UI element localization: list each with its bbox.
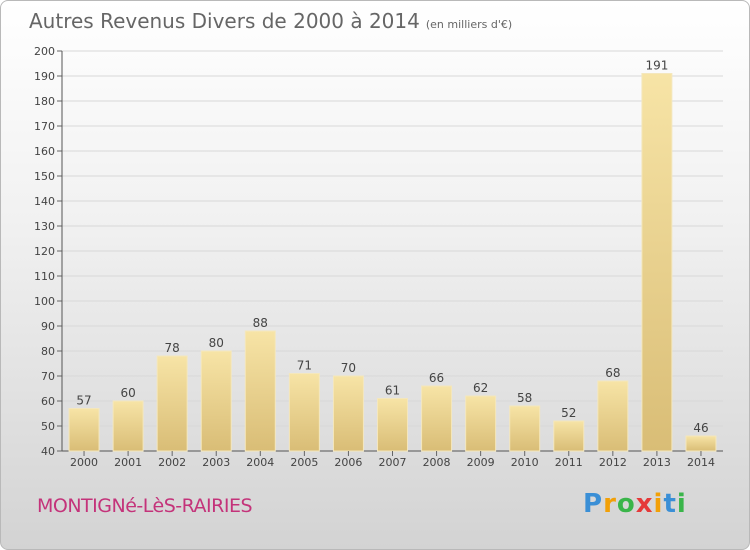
x-tick-label-2005: 2005 — [290, 456, 318, 469]
bar-2003 — [200, 350, 232, 452]
logo-letter: i — [676, 489, 687, 519]
data-label-2005: 71 — [297, 359, 312, 373]
data-label-2000: 57 — [76, 394, 91, 408]
x-tick-label-2008: 2008 — [423, 456, 451, 469]
bar-2014 — [685, 435, 717, 452]
bar-2001 — [112, 400, 144, 452]
y-tick-label: 150 — [34, 170, 55, 183]
y-tick-label: 70 — [41, 370, 55, 383]
y-tick-label: 40 — [41, 445, 55, 458]
y-tick-label: 80 — [41, 345, 55, 358]
y-tick-label: 90 — [41, 320, 55, 333]
y-tick-label: 140 — [34, 195, 55, 208]
commune-name: MONTIGNé-LèS-RAIRIES — [37, 495, 253, 517]
proxiti-logo: Proxiti — [583, 489, 687, 519]
logo-letter: t — [663, 489, 677, 519]
data-label-2006: 70 — [341, 361, 356, 375]
y-tick-label: 180 — [34, 95, 55, 108]
x-tick-label-2013: 2013 — [643, 456, 671, 469]
bar-2013 — [641, 73, 673, 452]
x-tick-label-2000: 2000 — [70, 456, 98, 469]
y-tick-label: 170 — [34, 120, 55, 133]
y-tick-label: 110 — [34, 270, 55, 283]
bar-2012 — [597, 380, 629, 452]
x-tick-label-2014: 2014 — [687, 456, 715, 469]
data-label-2004: 88 — [253, 316, 268, 330]
bar-2000 — [68, 408, 100, 452]
unit-label: (en milliers d'€) — [425, 18, 513, 31]
bar-2005 — [288, 373, 320, 452]
title-text: Autres Revenus Divers de 2000 à 2014 — [29, 9, 420, 33]
data-label-2011: 52 — [561, 406, 576, 420]
y-tick-label: 190 — [34, 70, 55, 83]
data-label-2003: 80 — [209, 336, 224, 350]
data-label-2010: 58 — [517, 391, 532, 405]
bar-2004 — [244, 330, 276, 452]
data-label-2014: 46 — [693, 421, 708, 435]
data-label-2002: 78 — [165, 341, 180, 355]
bar-2008 — [421, 385, 453, 452]
bar-2011 — [553, 420, 585, 452]
chart-title: Autres Revenus Divers de 2000 à 2014 (en … — [29, 9, 512, 33]
bar-2006 — [332, 375, 364, 452]
data-label-2008: 66 — [429, 371, 444, 385]
x-tick-label-2012: 2012 — [599, 456, 627, 469]
x-tick-label-2002: 2002 — [158, 456, 186, 469]
x-tick-label-2006: 2006 — [334, 456, 362, 469]
y-tick-label: 160 — [34, 145, 55, 158]
data-label-2013: 191 — [645, 59, 668, 73]
x-tick-label-2009: 2009 — [467, 456, 495, 469]
x-tick-label-2003: 2003 — [202, 456, 230, 469]
y-tick-label: 120 — [34, 245, 55, 258]
logo-letter: x — [635, 489, 654, 519]
data-label-2001: 60 — [120, 386, 135, 400]
x-tick-label-2004: 2004 — [246, 456, 274, 469]
y-tick-label: 130 — [34, 220, 55, 233]
y-tick-label: 50 — [41, 420, 55, 433]
bar-2009 — [465, 395, 497, 452]
logo-letter: P — [583, 489, 604, 519]
logo-letter: i — [653, 489, 664, 519]
logo-letter: r — [603, 489, 617, 519]
data-label-2012: 68 — [605, 366, 620, 380]
y-tick-label: 100 — [34, 295, 55, 308]
y-tick-label: 200 — [34, 45, 55, 58]
x-tick-label-2001: 2001 — [114, 456, 142, 469]
data-label-2007: 61 — [385, 384, 400, 398]
x-tick-label-2010: 2010 — [511, 456, 539, 469]
bar-2002 — [156, 355, 188, 452]
x-tick-label-2011: 2011 — [555, 456, 583, 469]
bar-2007 — [377, 398, 408, 452]
data-label-2009: 62 — [473, 381, 488, 395]
y-tick-label: 60 — [41, 395, 55, 408]
bar-2010 — [509, 405, 541, 452]
logo-letter: o — [616, 489, 636, 519]
x-tick-label-2007: 2007 — [379, 456, 407, 469]
